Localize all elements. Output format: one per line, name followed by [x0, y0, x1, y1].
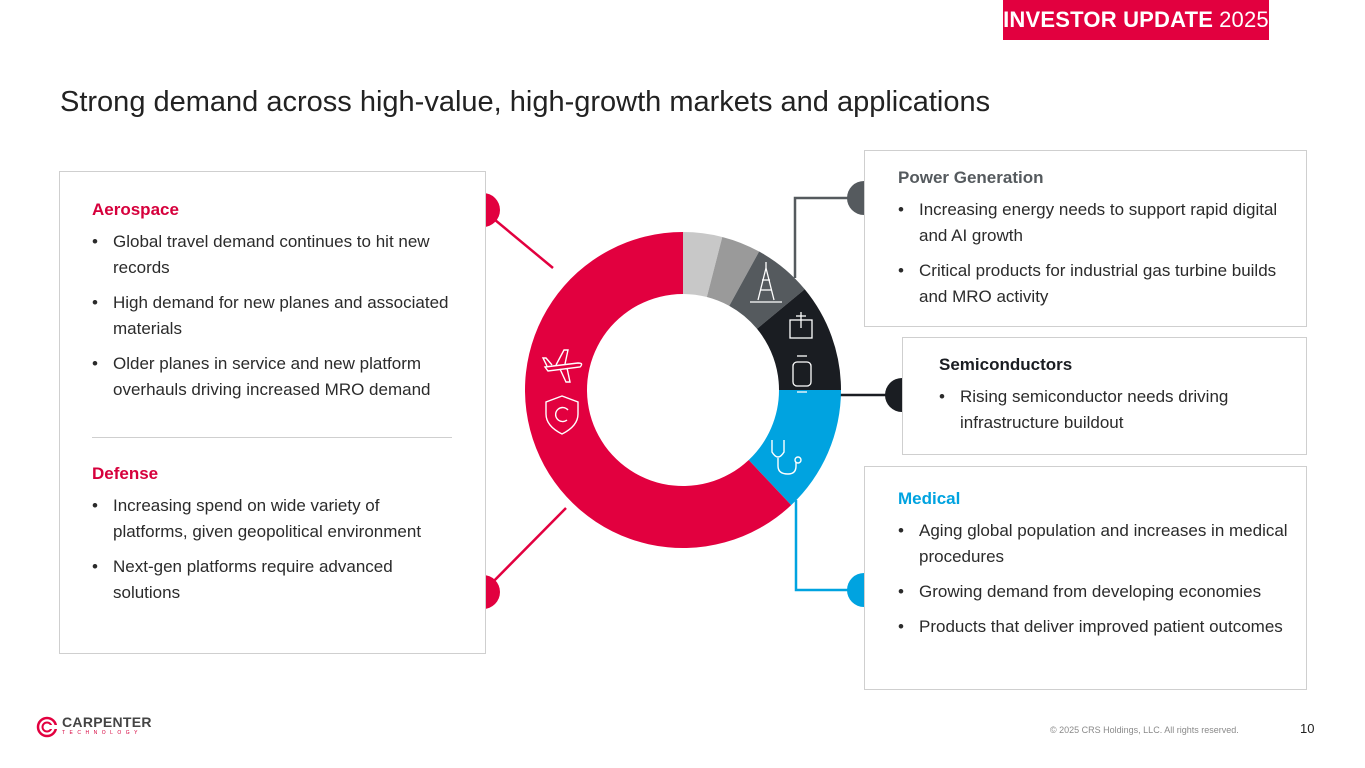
power-generation-heading: Power Generation	[898, 168, 1044, 187]
page-number: 10	[1300, 721, 1315, 736]
airplane-icon	[541, 349, 583, 383]
aerospace-bullets: Global travel demand continues to hit ne…	[92, 229, 453, 403]
medical-panel: Medical Aging global population and incr…	[864, 466, 1307, 690]
list-item: Rising semiconductor needs driving infra…	[939, 384, 1286, 436]
shield-icon	[545, 395, 579, 435]
smartwatch-icon	[792, 355, 812, 393]
donut-segment-other-2	[706, 236, 760, 306]
donut-segment-medical	[748, 390, 841, 506]
list-item: Increasing spend on wide variety of plat…	[92, 493, 453, 545]
donut-segment-other-1	[683, 232, 723, 298]
list-item: Increasing energy needs to support rapid…	[898, 197, 1286, 249]
list-item: Next-gen platforms require advanced solu…	[92, 554, 453, 606]
medical-heading: Medical	[898, 489, 961, 508]
aerospace-heading: Aerospace	[92, 200, 179, 219]
power-generation-bullets: Increasing energy needs to support rapid…	[898, 197, 1286, 310]
defense-connector	[482, 507, 567, 593]
aerospace-defense-panel: Aerospace Global travel demand continues…	[59, 171, 486, 654]
logo-subtitle: TECHNOLOGY	[62, 729, 143, 736]
semiconductors-heading: Semiconductors	[939, 355, 1073, 374]
banner-label: INVESTOR UPDATE	[1003, 7, 1214, 32]
logo-wordmark: CARPENTER	[62, 713, 152, 730]
donut-chart	[524, 232, 841, 549]
investor-update-banner: INVESTOR UPDATE 2025	[1003, 0, 1269, 40]
stethoscope-icon	[771, 440, 802, 475]
defense-heading: Defense	[92, 464, 159, 483]
list-item: High demand for new planes and associate…	[92, 290, 453, 342]
semiconductors-panel: Semiconductors Rising semiconductor need…	[902, 337, 1307, 455]
defense-bullets: Increasing spend on wide variety of plat…	[92, 493, 453, 606]
page-title: Strong demand across high-value, high-gr…	[60, 86, 991, 118]
list-item: Growing demand from developing economies	[898, 579, 1288, 605]
panel-divider	[92, 437, 452, 438]
power-connector	[793, 196, 864, 278]
semiconductor-icon	[789, 312, 813, 339]
list-item: Products that deliver improved patient o…	[898, 614, 1288, 640]
donut-segment-semiconductors	[756, 289, 841, 390]
list-item: Critical products for industrial gas tur…	[898, 258, 1286, 310]
semiconductors-bullets: Rising semiconductor needs driving infra…	[939, 384, 1286, 436]
carpenter-logo-icon	[36, 716, 58, 738]
banner-year: 2025	[1219, 7, 1269, 32]
carpenter-logo: CARPENTER TECHNOLOGY	[36, 713, 152, 738]
list-item: Older planes in service and new platform…	[92, 351, 453, 403]
medical-bullets: Aging global population and increases in…	[898, 518, 1288, 640]
donut-segment-aerospace-defense	[524, 232, 792, 549]
oil-rig-icon	[750, 262, 782, 303]
power-generation-panel: Power Generation Increasing energy needs…	[864, 150, 1307, 327]
list-item: Global travel demand continues to hit ne…	[92, 229, 453, 281]
copyright-text: © 2025 CRS Holdings, LLC. All rights res…	[1050, 725, 1239, 735]
list-item: Aging global population and increases in…	[898, 518, 1288, 570]
medical-connector	[794, 500, 864, 592]
